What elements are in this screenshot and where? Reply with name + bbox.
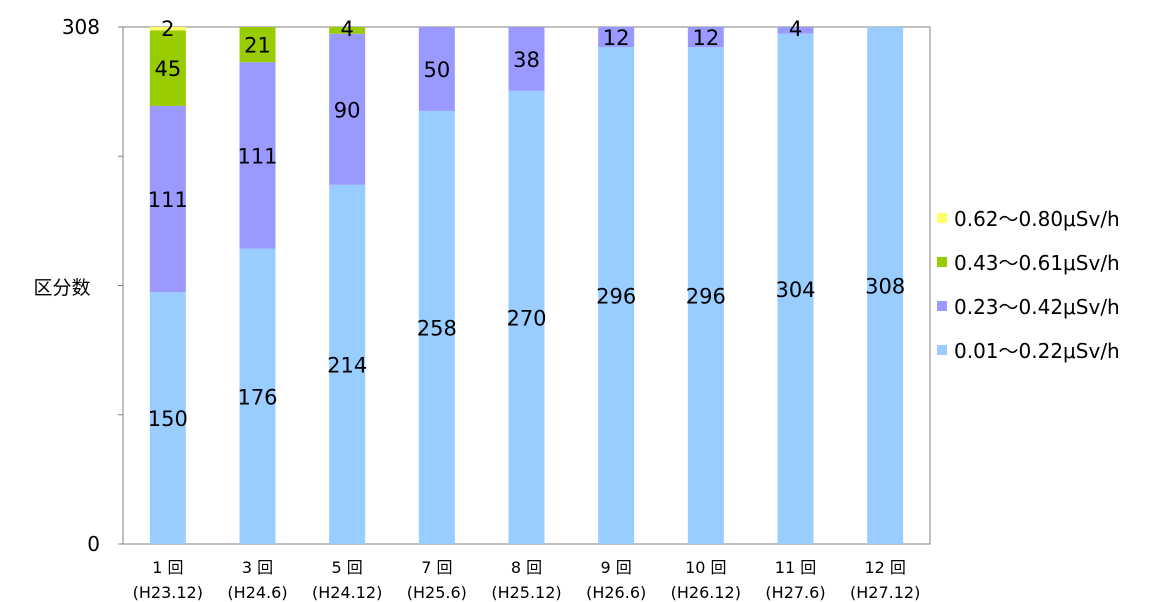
bar-segment-2 (149, 105, 186, 293)
data-label: 308 (865, 275, 905, 299)
data-label: 176 (237, 385, 277, 409)
data-label: 270 (506, 306, 546, 330)
bar-segment-2 (777, 27, 814, 34)
data-label: 258 (417, 316, 457, 340)
bar-segment-3 (149, 30, 186, 106)
data-label: 4 (340, 17, 353, 41)
legend-label: 0.62～0.80μSv/h (954, 207, 1120, 231)
bar-segment-1 (687, 47, 724, 545)
bar-segment-3 (239, 27, 276, 63)
data-label: 111 (148, 188, 188, 212)
x-category-sublabel: (H25.12) (491, 583, 561, 602)
x-category-label: 10 回 (685, 558, 726, 577)
x-category-label: 9 回 (601, 558, 632, 577)
x-category-sublabel: (H27.12) (850, 583, 920, 602)
bar-segment-1 (329, 184, 366, 545)
bar-segment-1 (418, 110, 455, 544)
x-category-sublabel: (H24.12) (312, 583, 382, 602)
data-label: 214 (327, 353, 367, 377)
bar-segment-2 (329, 33, 366, 185)
bar-segment-1 (149, 292, 186, 544)
y-tick-label: 0 (87, 532, 100, 556)
bar-segment-2 (418, 27, 455, 111)
legend-swatch (937, 301, 947, 311)
bar-segment-1 (508, 90, 545, 545)
data-label: 2 (161, 17, 174, 41)
bar-segment-4 (149, 27, 186, 31)
bar-segment-1 (239, 248, 276, 545)
x-category-sublabel: (H27.6) (765, 583, 825, 602)
bar-segment-1 (598, 47, 635, 545)
x-category-label: 8 回 (511, 558, 542, 577)
data-label: 111 (237, 144, 277, 168)
x-category-label: 3 回 (242, 558, 273, 577)
data-label: 12 (603, 26, 630, 50)
legend-label: 0.23～0.42μSv/h (954, 295, 1120, 319)
data-label: 21 (244, 34, 271, 58)
data-label: 12 (692, 26, 719, 50)
x-category-sublabel: (H26.12) (671, 583, 741, 602)
y-tick-label: 308 (62, 15, 100, 39)
y-axis-title: 区分数 (33, 277, 90, 299)
legend-swatch (937, 213, 947, 223)
data-label: 90 (334, 98, 361, 122)
bar-segment-1 (867, 27, 904, 544)
x-category-label: 1 回 (152, 558, 183, 577)
bar-segment-2 (687, 27, 724, 48)
bar-segment-2 (239, 62, 276, 249)
x-category-sublabel: (H25.6) (407, 583, 467, 602)
bar-segment-2 (508, 27, 545, 91)
x-category-label: 5 回 (332, 558, 363, 577)
bar-segment-3 (329, 27, 366, 34)
data-label: 45 (154, 57, 181, 81)
legend-swatch (937, 257, 947, 267)
x-category-sublabel: (H23.12) (133, 583, 203, 602)
x-category-label: 7 回 (421, 558, 452, 577)
legend-label: 0.01～0.22μSv/h (954, 339, 1120, 363)
legend-label: 0.43～0.61μSv/h (954, 251, 1120, 275)
data-label: 150 (148, 407, 188, 431)
x-category-sublabel: (H26.6) (586, 583, 646, 602)
bar-segment-1 (777, 33, 814, 544)
x-category-sublabel: (H24.6) (227, 583, 287, 602)
data-label: 296 (686, 285, 726, 309)
data-label: 38 (513, 48, 540, 72)
data-label: 296 (596, 285, 636, 309)
data-label: 4 (789, 17, 802, 41)
bar-segment-2 (598, 27, 635, 48)
data-label: 304 (775, 278, 815, 302)
x-category-label: 11 回 (775, 558, 816, 577)
x-category-label: 12 回 (864, 558, 905, 577)
legend-swatch (937, 345, 947, 355)
data-label: 50 (423, 58, 450, 82)
